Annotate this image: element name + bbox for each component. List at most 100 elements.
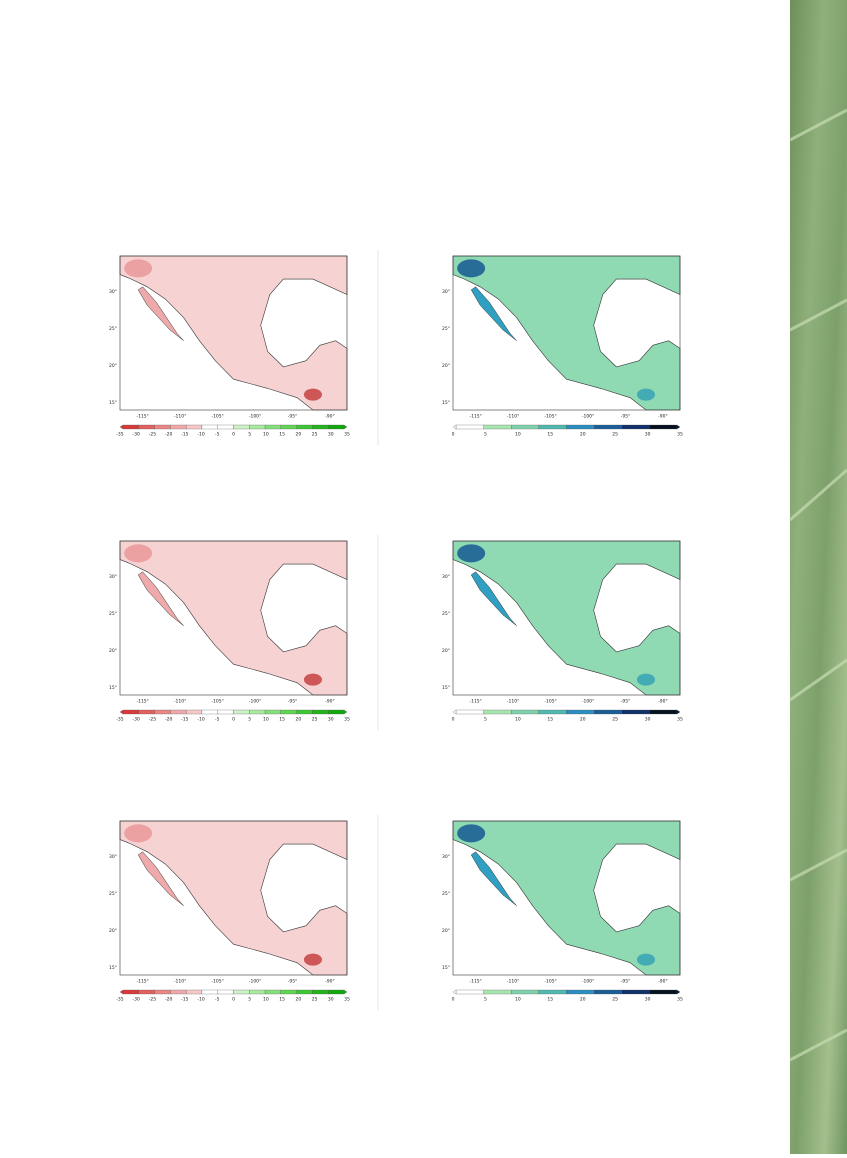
lat-label: 25°	[109, 611, 117, 617]
patch	[124, 544, 153, 563]
lon-label: -95°	[288, 414, 298, 420]
colorbar-segment	[566, 989, 595, 995]
lon-label: -105°	[544, 979, 556, 985]
colorbar-segment	[455, 709, 484, 715]
baja-peninsula	[137, 286, 184, 341]
colorbar-label: 35	[677, 997, 683, 1003]
colorbar-end	[343, 424, 348, 430]
colorbar-segment	[296, 709, 313, 715]
colorbar-label: 25	[312, 717, 318, 723]
colorbar-label: 35	[677, 717, 683, 723]
colorbar-label: 30	[328, 432, 334, 438]
lat-label: 30°	[442, 574, 450, 580]
colorbar-segment	[649, 989, 678, 995]
lon-label: -110°	[507, 979, 519, 985]
colorbar-label: -35	[116, 997, 123, 1003]
colorbar-label: 10	[515, 432, 521, 438]
map-frame	[452, 820, 681, 976]
colorbar-label: 15	[279, 717, 285, 723]
lat-label: 30°	[109, 574, 117, 580]
colorbar-segment	[201, 424, 218, 430]
colorbar-label: 0	[452, 717, 455, 723]
colorbar-end	[119, 424, 124, 430]
colorbar-segment	[217, 989, 234, 995]
colorbar-label: 5	[484, 717, 487, 723]
baja-peninsula	[470, 851, 517, 906]
colorbar-segment	[649, 424, 678, 430]
colorbar-segment	[483, 424, 512, 430]
colorbar-label: 15	[547, 717, 553, 723]
colorbar-segment	[296, 989, 313, 995]
colorbar-label: -5	[215, 997, 220, 1003]
colorbar-segment	[455, 989, 484, 995]
colorbar-segment	[621, 989, 650, 995]
map-panel: 30° 25° 20° 15° -115° -110° -105° -100° -95° -90°…	[377, 535, 683, 730]
colorbar-label: 15	[547, 432, 553, 438]
lat-label: 15°	[442, 400, 450, 406]
colorbar-label: -30	[133, 717, 140, 723]
colorbar-label: 5	[248, 717, 251, 723]
colorbar-label: 30	[645, 717, 651, 723]
lat-label: 15°	[109, 685, 117, 691]
colorbar-label: 10	[263, 717, 269, 723]
patch	[124, 824, 153, 843]
lat-label: 15°	[442, 685, 450, 691]
colorbar-label: -25	[149, 432, 156, 438]
colorbar-segment	[138, 989, 155, 995]
colorbar-label: -25	[149, 717, 156, 723]
lat-label: 20°	[109, 363, 117, 369]
colorbar-label: 5	[484, 997, 487, 1003]
map-panel: 30° 25° 20° 15° -115° -110° -105° -100° -95° -90°…	[109, 815, 379, 1010]
map-frame	[119, 540, 348, 696]
colorbar-label: 30	[328, 717, 334, 723]
colorbar-segment	[566, 709, 595, 715]
colorbar-label: -10	[197, 997, 204, 1003]
colorbar-segment	[511, 709, 540, 715]
colorbar-segment	[312, 989, 329, 995]
colorbar-label: -15	[181, 997, 188, 1003]
lat-label: 15°	[109, 400, 117, 406]
colorbar-label: 20	[295, 717, 301, 723]
colorbar-label: -25	[149, 997, 156, 1003]
colorbar-label: 0	[452, 432, 455, 438]
colorbar-label: -30	[133, 432, 140, 438]
colorbar-label: 35	[344, 997, 350, 1003]
colorbar-label: -10	[197, 717, 204, 723]
colorbar-label: 20	[295, 997, 301, 1003]
lon-label: -100°	[249, 979, 261, 985]
colorbar-segment	[138, 424, 155, 430]
colorbar-segment	[201, 989, 218, 995]
colorbar-label: -35	[116, 717, 123, 723]
lon-label: -100°	[249, 414, 261, 420]
colorbar-segment	[312, 709, 329, 715]
colorbar-label: -30	[133, 997, 140, 1003]
colorbar-segment	[233, 989, 250, 995]
lon-label: -110°	[174, 414, 186, 420]
colorbar-segment	[170, 424, 187, 430]
colorbar-label: -20	[165, 997, 172, 1003]
colorbar-end	[676, 424, 681, 430]
patch	[303, 388, 322, 401]
lon-label: -90°	[658, 699, 668, 705]
lat-label: 25°	[442, 326, 450, 332]
colorbar-label: 25	[612, 997, 618, 1003]
colorbar-segment	[455, 424, 484, 430]
lat-label: 30°	[109, 854, 117, 860]
colorbar-label: -10	[197, 432, 204, 438]
lon-label: -100°	[249, 699, 261, 705]
colorbar-label: -5	[215, 717, 220, 723]
lon-label: -90°	[658, 979, 668, 985]
colorbar-segment	[170, 989, 187, 995]
baja-peninsula	[137, 851, 184, 906]
colorbar-segment	[154, 424, 171, 430]
lat-label: 30°	[442, 289, 450, 295]
colorbar-end	[343, 709, 348, 715]
colorbar-end	[452, 709, 457, 715]
colorbar-label: 30	[328, 997, 334, 1003]
patch	[457, 259, 486, 278]
lon-label: -105°	[211, 979, 223, 985]
patch	[303, 953, 322, 966]
lon-label: -100°	[582, 979, 594, 985]
colorbar-segment	[280, 424, 297, 430]
patch	[636, 388, 655, 401]
